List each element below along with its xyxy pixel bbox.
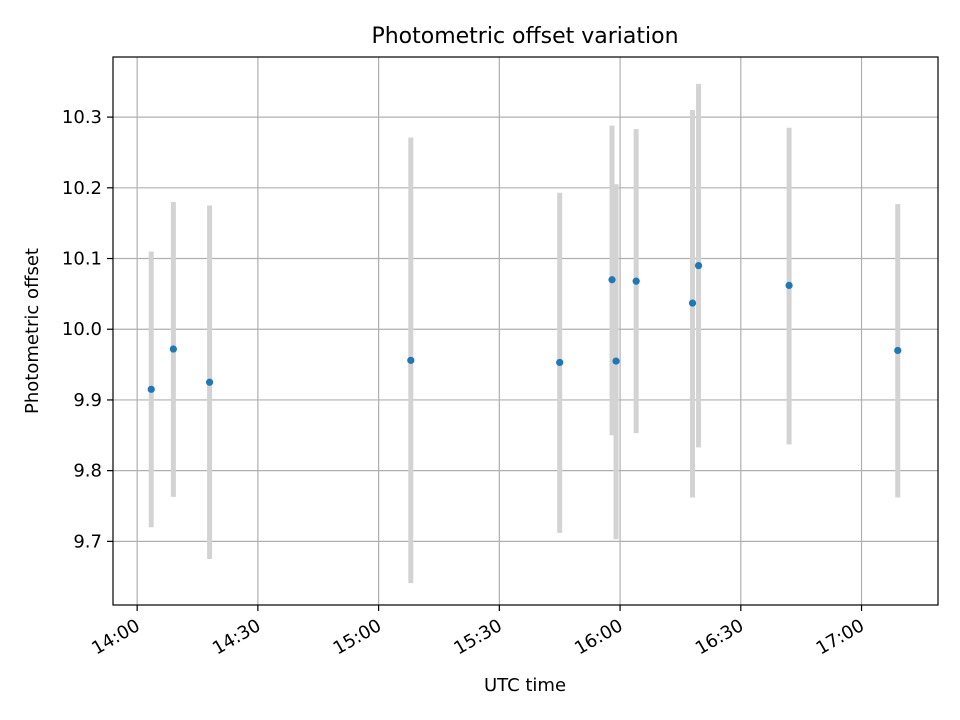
y-tick-label: 10.1 (62, 249, 102, 270)
x-axis-title: UTC time (484, 675, 566, 696)
grid (113, 57, 938, 605)
data-point (694, 261, 703, 270)
data-point (169, 345, 177, 353)
data-point (556, 358, 564, 367)
data-point (688, 299, 697, 307)
data-point (407, 356, 415, 364)
data-point (612, 357, 620, 365)
chart-title: Photometric offset variation (371, 24, 678, 49)
y-tick-label: 10.3 (62, 107, 102, 128)
y-tick-label: 9.7 (73, 531, 102, 552)
plot-frame (112, 56, 939, 606)
data-point (147, 385, 155, 393)
data-point (785, 281, 793, 289)
data-point (608, 276, 616, 284)
data-point (894, 346, 902, 355)
y-axis-title: Photometric offset (22, 248, 43, 414)
y-tick-label: 10.0 (62, 319, 102, 340)
y-axis-ticks: 9.7 9.8 9.9 10.0 10.1 10.2 10.3 (62, 107, 113, 552)
y-tick-label: 9.9 (73, 390, 102, 411)
y-tick-label: 9.8 (73, 461, 102, 482)
y-tick-label: 10.2 (62, 178, 102, 199)
data-points (147, 261, 902, 393)
data-point (205, 378, 214, 386)
data-point (632, 277, 640, 285)
